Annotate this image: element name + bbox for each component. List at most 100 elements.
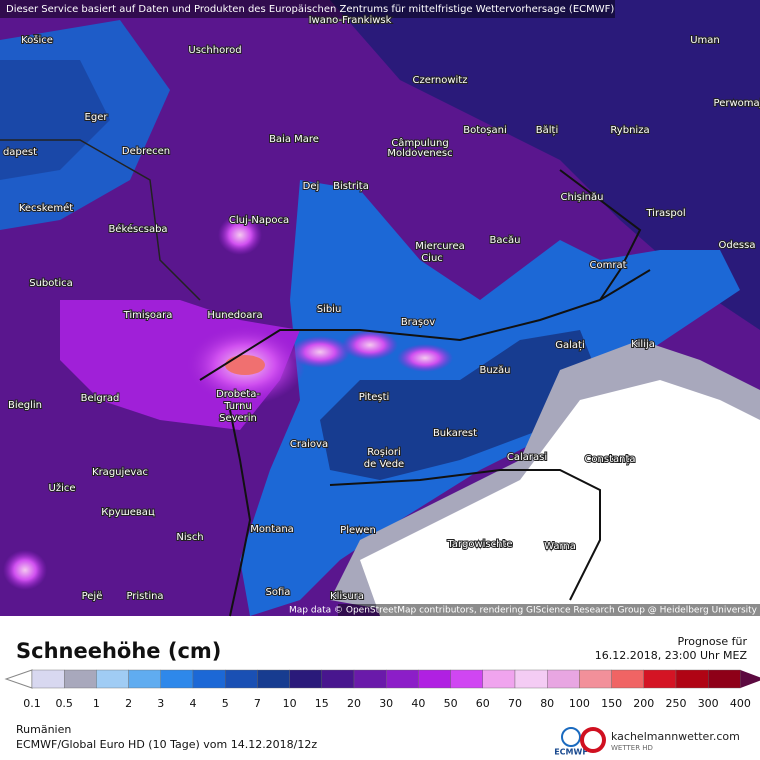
city-label: Bacău bbox=[490, 235, 521, 246]
legend-swatch bbox=[708, 669, 741, 689]
city-label: Miercurea bbox=[415, 241, 464, 252]
city-label: Bistrița bbox=[333, 181, 369, 192]
city-label: Nisch bbox=[176, 532, 203, 543]
legend-swatch bbox=[579, 669, 612, 689]
legend-label: 200 bbox=[633, 697, 654, 710]
city-label: Constanța bbox=[584, 454, 635, 465]
legend-swatch bbox=[418, 669, 451, 689]
city-labels: Iwano-Frankiwsk Košice Uschhorod Uman Eger Cz… bbox=[2, 14, 760, 603]
city-label: Dej bbox=[303, 181, 320, 192]
legend-swatch bbox=[192, 669, 226, 689]
city-label: Pitești bbox=[359, 392, 390, 403]
city-label: Bieglin bbox=[8, 400, 42, 411]
city-label: Moldovenesc bbox=[387, 148, 452, 159]
legend-swatch bbox=[450, 669, 484, 689]
legend-label: 5 bbox=[222, 697, 229, 710]
legend-swatch bbox=[514, 669, 548, 689]
ecmwf-logo bbox=[561, 727, 581, 747]
city-label: Calarasi bbox=[507, 452, 547, 463]
city-label: Montana bbox=[250, 524, 294, 535]
city-label: Крушевац bbox=[101, 507, 155, 518]
forecast-time: 16.12.2018, 23:00 Uhr MEZ bbox=[595, 649, 748, 662]
city-label: Košice bbox=[21, 34, 53, 46]
city-label: Botoșani bbox=[463, 125, 506, 136]
legend-swatch bbox=[63, 669, 97, 689]
legend-label: 1 bbox=[93, 697, 100, 710]
city-label: Drobeta- bbox=[216, 389, 260, 400]
city-label: dapest bbox=[3, 147, 37, 158]
city-label: Kilija bbox=[631, 339, 655, 350]
site-sub: WETTER HD bbox=[611, 744, 653, 752]
legend-under bbox=[4, 669, 33, 689]
city-label: Galați bbox=[555, 340, 584, 351]
city-label: Klisura bbox=[330, 591, 364, 602]
legend-swatch bbox=[257, 669, 290, 689]
legend-swatch bbox=[353, 669, 387, 689]
legend-swatch bbox=[224, 669, 258, 689]
city-label: Severin bbox=[219, 413, 257, 424]
city-label: Sofia bbox=[266, 587, 291, 598]
city-label: de Vede bbox=[364, 459, 404, 470]
city-label: Bukarest bbox=[433, 428, 477, 439]
legend-swatch bbox=[675, 669, 709, 689]
legend-label: 40 bbox=[411, 697, 425, 710]
legend-label: 70 bbox=[508, 697, 522, 710]
legend-label: 30 bbox=[379, 697, 393, 710]
map bbox=[0, 0, 760, 617]
legend-swatch bbox=[160, 669, 194, 689]
city-label: Pristina bbox=[126, 591, 163, 602]
legend-swatch bbox=[611, 669, 644, 689]
city-label: Plewen bbox=[340, 525, 376, 536]
legend-label: 100 bbox=[569, 697, 590, 710]
city-label: Iwano-Frankiwsk bbox=[309, 15, 392, 26]
legend-label: 50 bbox=[444, 697, 458, 710]
site-name: kachelmannwetter.com bbox=[611, 730, 740, 743]
city-label: Ciuc bbox=[421, 253, 443, 264]
city-label: Câmpulung bbox=[391, 137, 448, 149]
legend-swatch bbox=[643, 669, 677, 689]
legend-label: 0.1 bbox=[23, 697, 41, 710]
legend-over bbox=[740, 670, 760, 688]
city-label: Kragujevac bbox=[92, 467, 148, 478]
legend-label: 20 bbox=[347, 697, 361, 710]
city-label: Hunedoara bbox=[207, 310, 262, 321]
city-label: Békéscsaba bbox=[108, 223, 167, 235]
city-label: Kecskemét bbox=[19, 202, 73, 214]
city-label: Czernowitz bbox=[413, 75, 468, 86]
legend-swatch bbox=[547, 669, 580, 689]
ecmwf-label: ECMWF bbox=[554, 748, 588, 757]
attribution: Map data © OpenStreetMap contributors, r… bbox=[289, 606, 758, 616]
city-label: Roșiori bbox=[367, 447, 401, 458]
city-label: Buzău bbox=[480, 365, 511, 376]
legend-label: 10 bbox=[283, 697, 297, 710]
legend-label: 15 bbox=[315, 697, 329, 710]
legend-swatch bbox=[289, 669, 323, 689]
city-label: Belgrad bbox=[81, 393, 120, 404]
color-legend: 0.1 0.5 1 2 3 4 5 7 10 15 20 30 40 50 60 70 80 100 150 200 2… bbox=[4, 669, 760, 710]
legend-label: 150 bbox=[601, 697, 622, 710]
legend-swatch bbox=[321, 669, 355, 689]
legend-label: 300 bbox=[698, 697, 719, 710]
legend-label: 4 bbox=[190, 697, 197, 710]
legend-label: 400 bbox=[730, 697, 751, 710]
city-label: Brașov bbox=[401, 317, 435, 328]
city-label: Eger bbox=[85, 112, 109, 123]
city-label: Tiraspol bbox=[645, 208, 685, 219]
source-note: Dieser Service basiert auf Daten und Pro… bbox=[6, 4, 614, 15]
city-label: Uman bbox=[690, 35, 720, 46]
city-label: Craiova bbox=[290, 439, 328, 450]
city-label: Targowischte bbox=[446, 539, 512, 550]
city-label: Baia Mare bbox=[269, 134, 319, 145]
city-label: Turnu bbox=[223, 401, 252, 412]
legend-label: 3 bbox=[157, 697, 164, 710]
city-label: Užice bbox=[49, 482, 76, 494]
city-label: Debrecen bbox=[122, 146, 170, 157]
city-label: Pejë bbox=[82, 591, 103, 602]
legend-swatch bbox=[31, 669, 65, 689]
city-label: Bălți bbox=[536, 125, 558, 136]
city-label: Chișinău bbox=[561, 192, 604, 203]
legend-label: 0.5 bbox=[55, 697, 73, 710]
legend-swatch bbox=[482, 669, 516, 689]
